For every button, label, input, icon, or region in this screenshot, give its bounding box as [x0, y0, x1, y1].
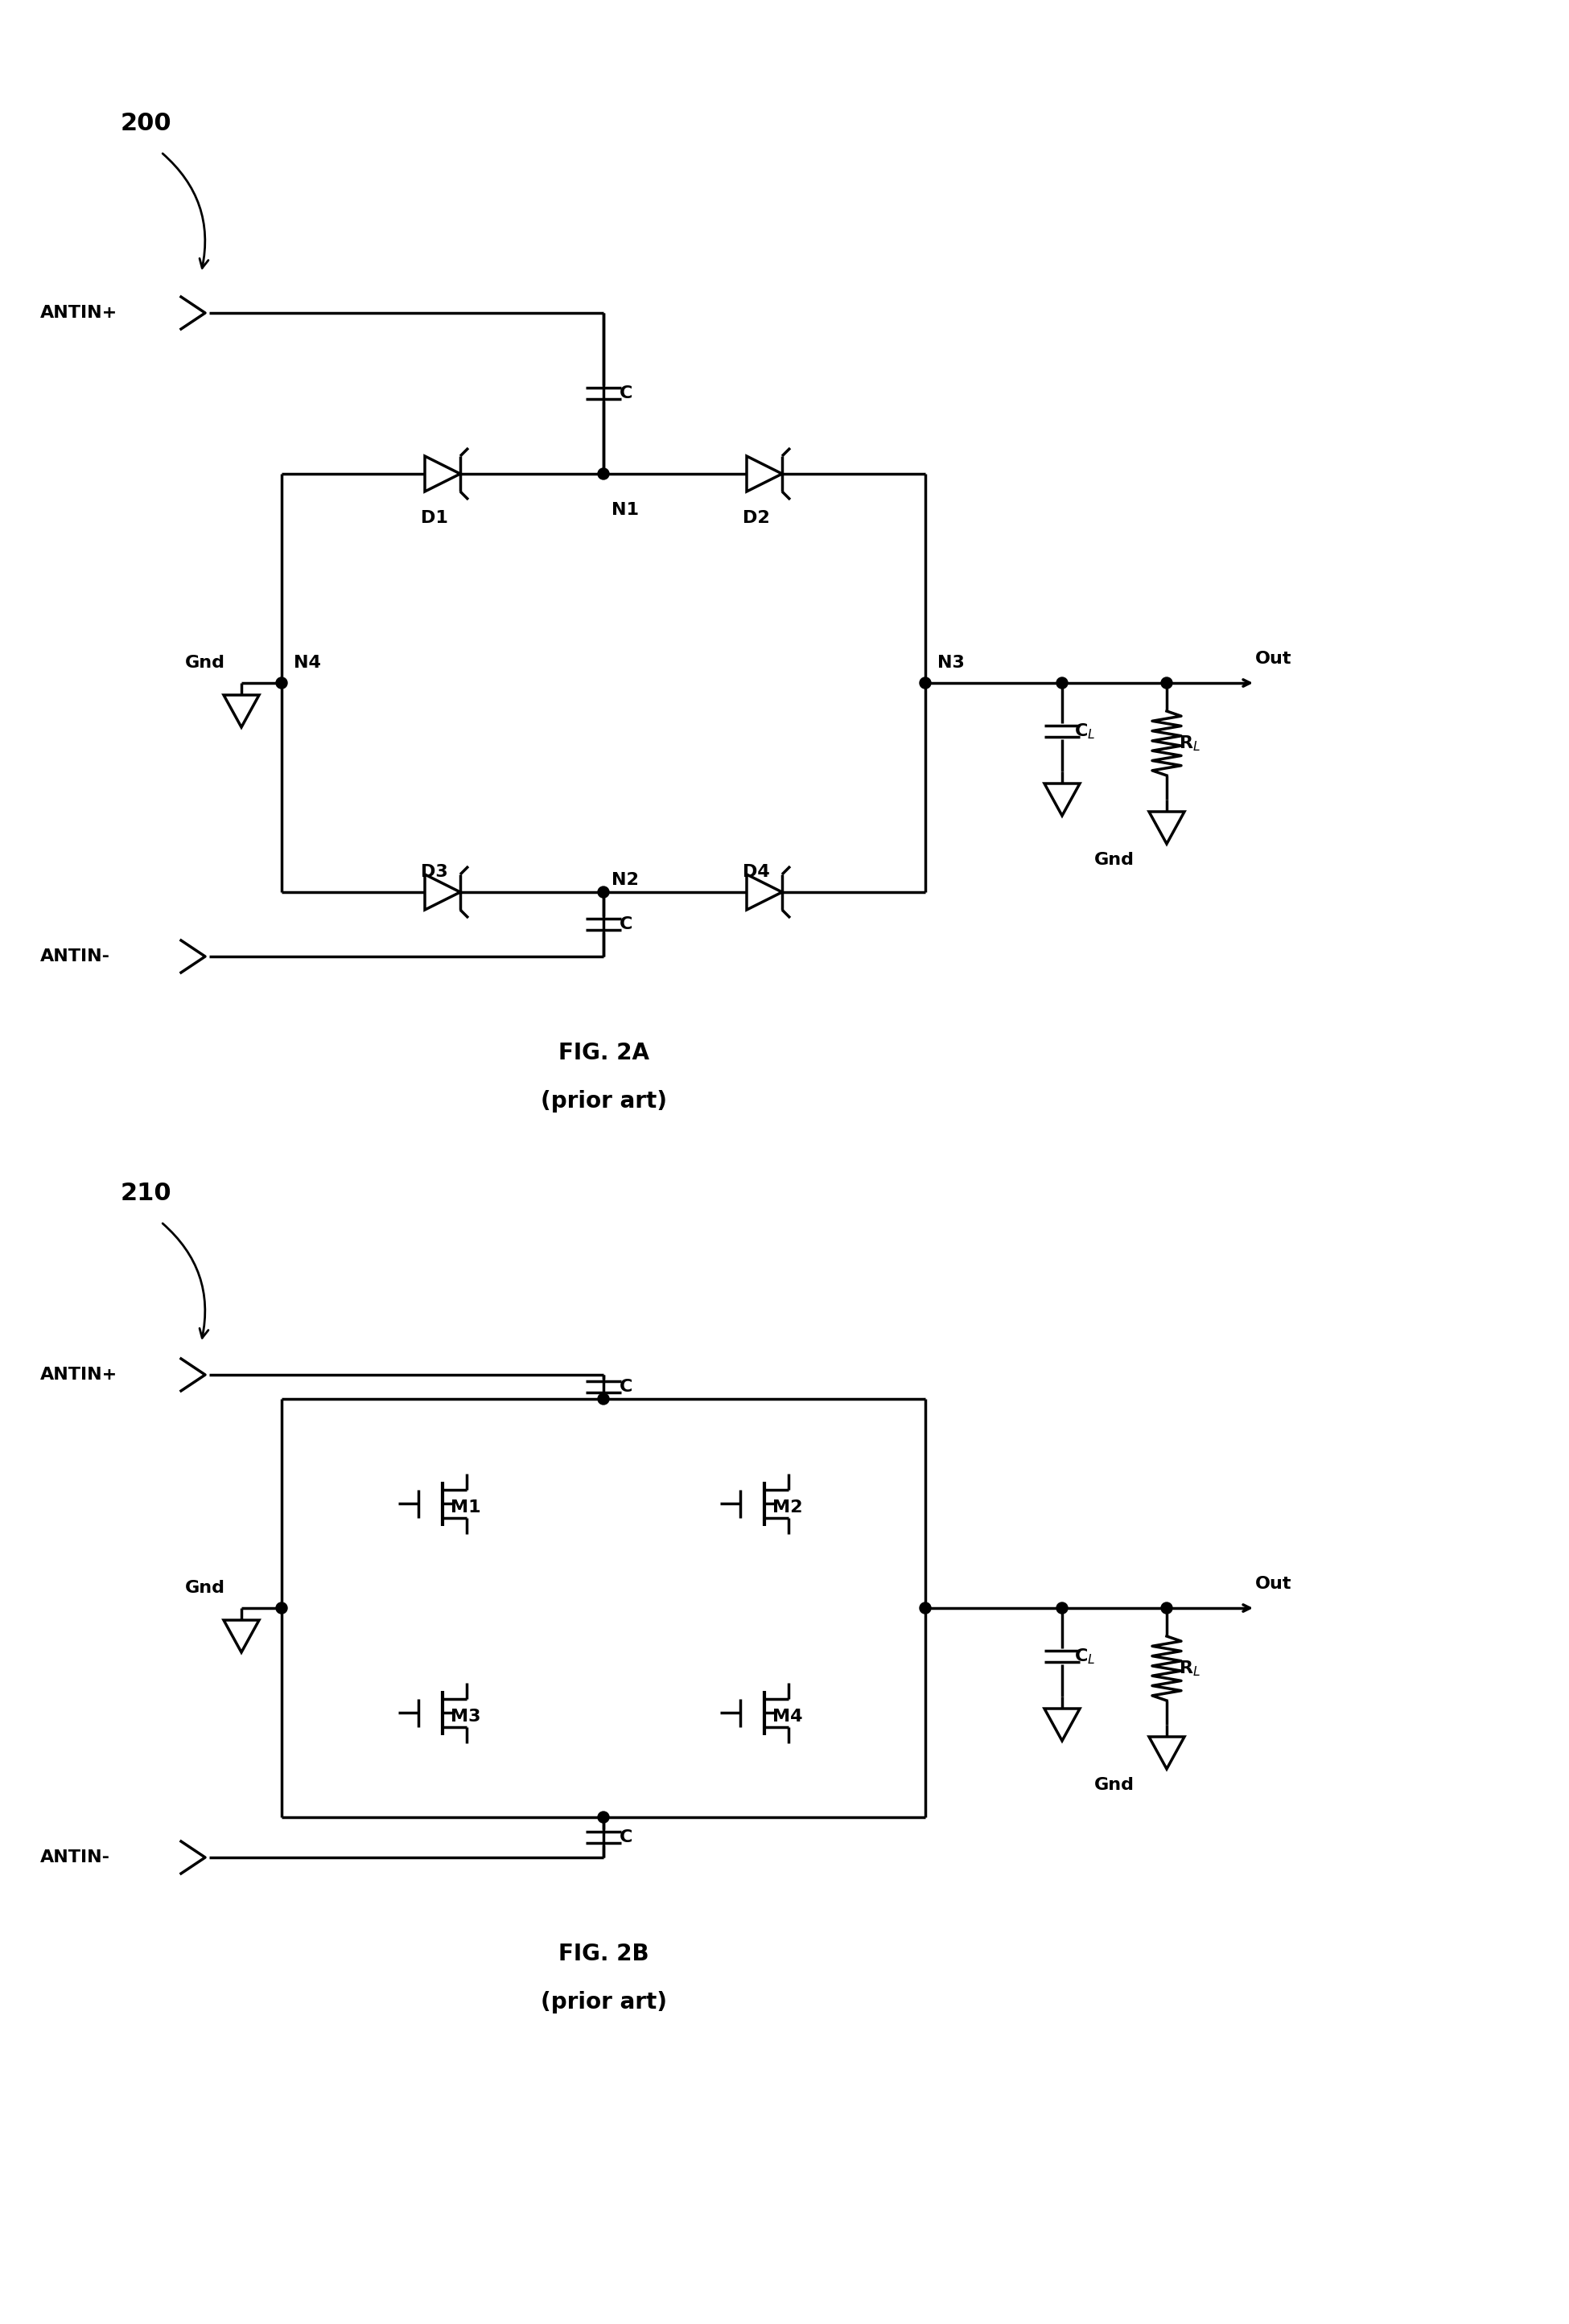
Text: C: C [620, 916, 632, 932]
Circle shape [598, 1813, 609, 1822]
Polygon shape [224, 695, 259, 727]
Text: C: C [620, 1378, 632, 1394]
Text: Out: Out [1255, 651, 1291, 667]
Polygon shape [425, 874, 460, 909]
Text: D1: D1 [420, 509, 449, 525]
Polygon shape [1149, 811, 1185, 844]
Polygon shape [1045, 783, 1079, 816]
Text: M4: M4 [772, 1708, 803, 1724]
Text: C: C [620, 1829, 632, 1845]
Circle shape [276, 676, 287, 688]
Text: 200: 200 [121, 112, 173, 135]
Text: C$_L$: C$_L$ [1075, 1648, 1095, 1666]
Text: D3: D3 [420, 865, 449, 881]
Circle shape [276, 1604, 287, 1613]
Text: Gnd: Gnd [1094, 1778, 1134, 1794]
Text: R$_L$: R$_L$ [1178, 734, 1200, 753]
Circle shape [919, 1604, 930, 1613]
FancyArrowPatch shape [163, 153, 209, 267]
Text: M3: M3 [450, 1708, 480, 1724]
Text: N4: N4 [293, 655, 322, 672]
Circle shape [919, 676, 930, 688]
Circle shape [1056, 676, 1068, 688]
Text: ANTIN-: ANTIN- [41, 1850, 110, 1866]
Polygon shape [425, 456, 460, 490]
Text: N3: N3 [937, 655, 965, 672]
Text: Gnd: Gnd [1094, 853, 1134, 867]
Text: 210: 210 [121, 1181, 173, 1206]
Circle shape [1056, 1604, 1068, 1613]
Polygon shape [1149, 1736, 1185, 1769]
Circle shape [1161, 1604, 1172, 1613]
Circle shape [598, 1394, 609, 1404]
Text: ANTIN-: ANTIN- [41, 948, 110, 964]
Text: ANTIN+: ANTIN+ [41, 1367, 118, 1383]
Text: C$_L$: C$_L$ [1075, 723, 1095, 741]
Polygon shape [747, 456, 781, 490]
Text: FIG. 2A: FIG. 2A [559, 1041, 650, 1064]
Circle shape [1161, 676, 1172, 688]
Polygon shape [224, 1620, 259, 1652]
Text: (prior art): (prior art) [540, 1992, 667, 2013]
Text: N2: N2 [612, 872, 639, 888]
Text: M1: M1 [450, 1499, 480, 1515]
Text: D2: D2 [742, 509, 770, 525]
Text: (prior art): (prior art) [540, 1090, 667, 1113]
Text: Gnd: Gnd [185, 1580, 226, 1597]
Polygon shape [1045, 1708, 1079, 1741]
Text: D4: D4 [742, 865, 770, 881]
Circle shape [598, 885, 609, 897]
Text: ANTIN+: ANTIN+ [41, 304, 118, 321]
Text: FIG. 2B: FIG. 2B [559, 1943, 648, 1966]
Text: Out: Out [1255, 1576, 1291, 1592]
Circle shape [598, 467, 609, 479]
Polygon shape [747, 874, 781, 909]
Text: Gnd: Gnd [185, 655, 226, 672]
Text: C: C [620, 386, 632, 402]
Text: N1: N1 [612, 502, 639, 518]
Text: M2: M2 [772, 1499, 803, 1515]
FancyArrowPatch shape [163, 1222, 209, 1339]
Text: R$_L$: R$_L$ [1178, 1659, 1200, 1678]
